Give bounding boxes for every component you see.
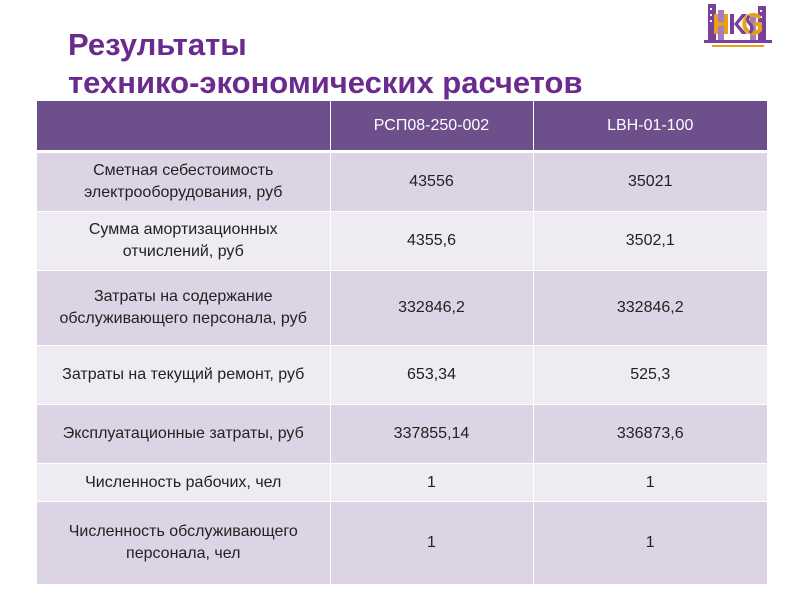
page-title-line-1: Результаты xyxy=(68,27,247,62)
header-empty xyxy=(37,101,330,153)
results-table: РСП08-250-002 LBH-01-100 Сметная себесто… xyxy=(37,101,767,584)
header-lbh01: LBH-01-100 xyxy=(532,101,767,153)
table-row: Численность обслуживающего персонала, че… xyxy=(37,501,767,584)
cell-value: 332846,2 xyxy=(532,270,767,346)
row-label: Численность обслуживающего персонала, че… xyxy=(37,501,330,584)
cell-value: 35021 xyxy=(532,151,767,212)
cell-value: 43556 xyxy=(329,151,533,212)
table-row: Численность рабочих, чел 1 1 xyxy=(37,463,767,502)
table-row: Затраты на текущий ремонт, руб 653,34 52… xyxy=(37,345,767,405)
table-row: Затраты на содержание обслуживающего пер… xyxy=(37,270,767,346)
cell-value: 336873,6 xyxy=(532,404,767,464)
cell-value: 3502,1 xyxy=(532,211,767,271)
cell-value: 1 xyxy=(532,463,767,502)
cell-value: 1 xyxy=(329,501,533,584)
cell-value: 332846,2 xyxy=(329,270,533,346)
table-row: Сметная себестоимость электрооборудовани… xyxy=(37,151,767,212)
cell-value: 337855,14 xyxy=(329,404,533,464)
row-label: Сметная себестоимость электрооборудовани… xyxy=(37,151,330,212)
cell-value: 525,3 xyxy=(532,345,767,405)
page-title-line-2: технико-экономических расчетов xyxy=(68,65,583,100)
row-label: Затраты на текущий ремонт, руб xyxy=(37,345,330,405)
table-row: Эксплуатационные затраты, руб 337855,14 … xyxy=(37,404,767,464)
row-label: Численность рабочих, чел xyxy=(37,463,330,502)
header-rsp08: РСП08-250-002 xyxy=(329,101,533,153)
hkg-logo-icon xyxy=(702,2,774,50)
page-title: Результаты технико-экономических расчето… xyxy=(68,26,583,102)
table-header-row: РСП08-250-002 LBH-01-100 xyxy=(37,101,767,153)
cell-value: 4355,6 xyxy=(329,211,533,271)
cell-value: 1 xyxy=(329,463,533,502)
row-label: Эксплуатационные затраты, руб xyxy=(37,404,330,464)
table-row: Сумма амортизационных отчислений, руб 43… xyxy=(37,211,767,271)
row-label: Сумма амортизационных отчислений, руб xyxy=(37,211,330,271)
cell-value: 653,34 xyxy=(329,345,533,405)
row-label: Затраты на содержание обслуживающего пер… xyxy=(37,270,330,346)
cell-value: 1 xyxy=(532,501,767,584)
